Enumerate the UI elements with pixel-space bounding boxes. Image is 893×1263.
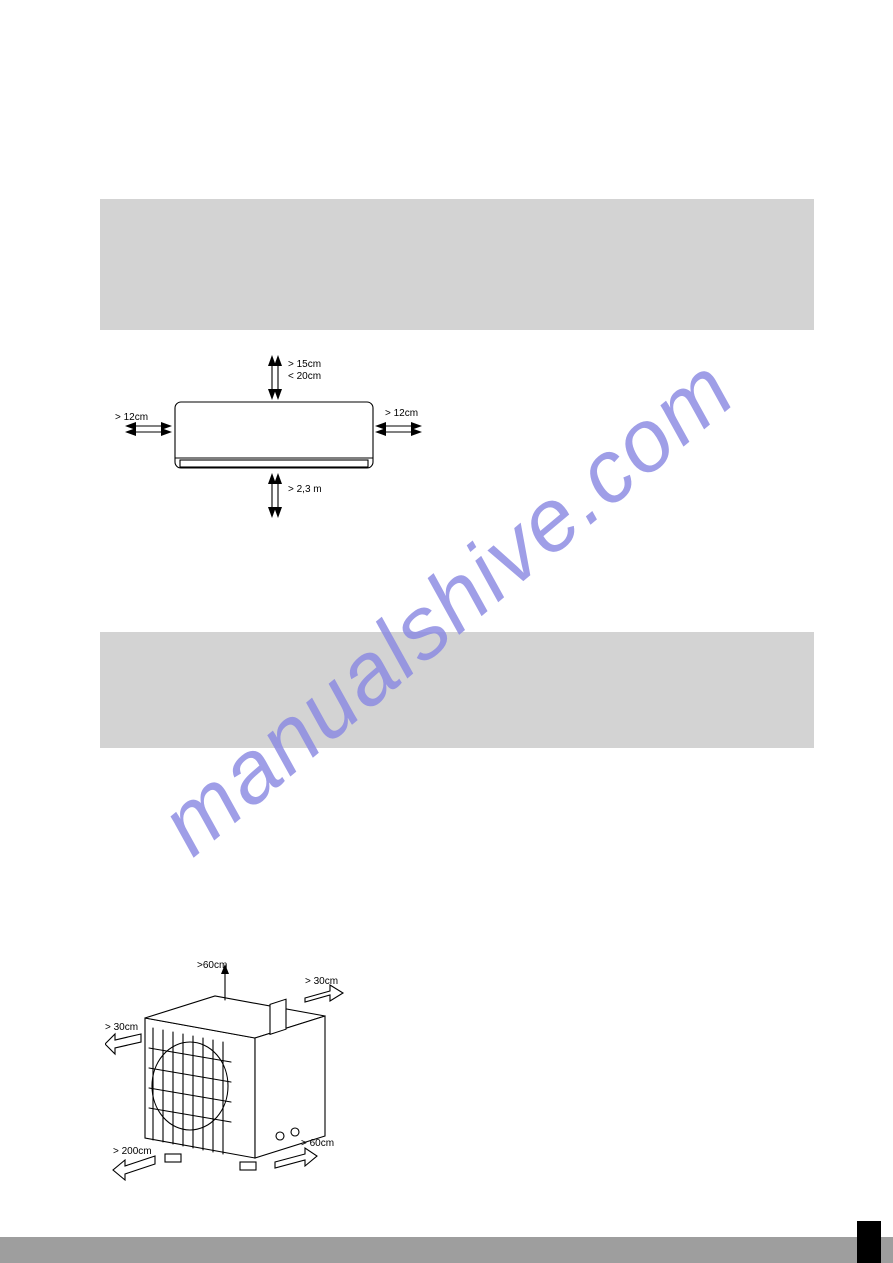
right-clearance-arrow	[375, 422, 422, 436]
left-clearance-arrow	[125, 422, 172, 436]
outdoor-unit-body	[145, 996, 325, 1170]
outdoor-front-left-arrow	[113, 1156, 155, 1180]
outdoor-unit-diagram: >60cm > 30cm > 30cm > 200cm > 60cm	[105, 958, 365, 1188]
indoor-unit-vent	[180, 460, 368, 467]
outdoor-front-right-label: > 60cm	[301, 1138, 334, 1149]
indoor-bottom-label: > 2,3 m	[288, 484, 322, 495]
gray-callout-box-1	[100, 199, 814, 330]
outdoor-front-right-arrow	[275, 1148, 317, 1168]
outdoor-back-left-arrow	[105, 1034, 141, 1054]
outdoor-back-right-arrow	[305, 985, 343, 1002]
outdoor-back-right-label: > 30cm	[305, 976, 338, 987]
outdoor-front-left-label: > 200cm	[113, 1146, 152, 1157]
page-container: > 15cm < 20cm > 12cm > 12cm	[0, 0, 893, 1263]
outdoor-back-left-label: > 30cm	[105, 1022, 138, 1033]
footer-bar	[0, 1237, 893, 1263]
page-number-tab	[857, 1221, 881, 1263]
indoor-right-label: > 12cm	[385, 408, 418, 419]
top-clearance-arrow	[268, 355, 282, 400]
indoor-top-label-2: < 20cm	[288, 371, 321, 382]
bottom-clearance-arrow	[268, 473, 282, 518]
gray-callout-box-2	[100, 632, 814, 748]
indoor-left-label: > 12cm	[115, 412, 148, 423]
indoor-top-label-1: > 15cm	[288, 359, 321, 370]
indoor-unit-diagram: > 15cm < 20cm > 12cm > 12cm	[110, 352, 430, 532]
outdoor-top-label: >60cm	[197, 960, 227, 971]
